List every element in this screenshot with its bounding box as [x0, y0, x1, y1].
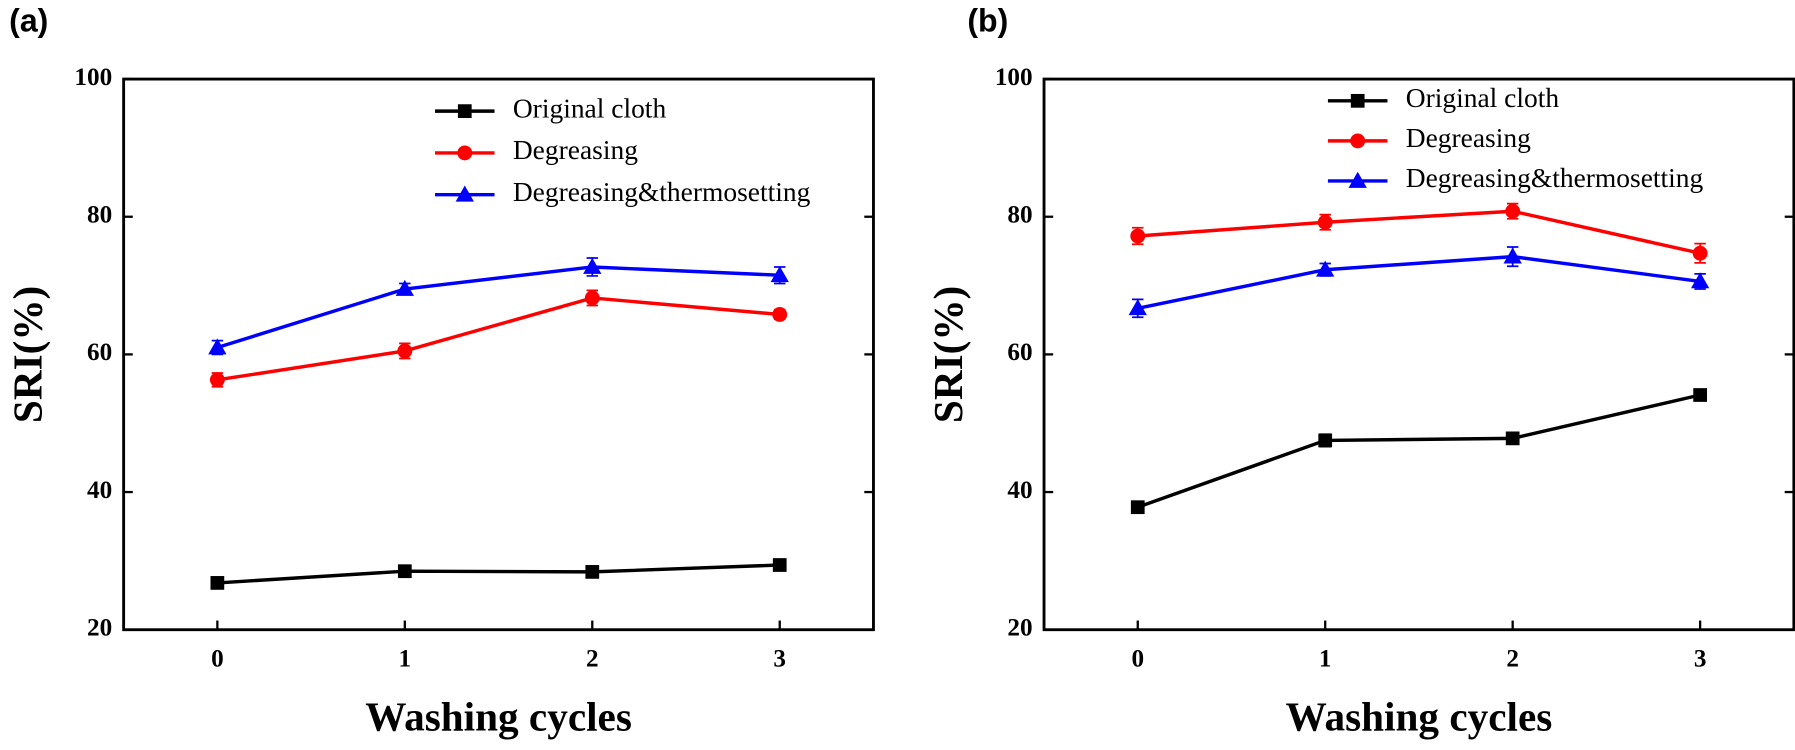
y-tick-label: 80	[1007, 202, 1032, 229]
marker	[1348, 171, 1367, 188]
marker	[210, 576, 225, 590]
marker	[583, 257, 602, 274]
y-tick-label: 20	[1007, 614, 1032, 641]
series-line	[217, 296, 780, 382]
x-tick-label: 2	[1506, 645, 1519, 672]
marker	[1503, 247, 1522, 264]
marker	[1316, 260, 1335, 277]
y-tick-label: 20	[87, 614, 112, 641]
y-tick-label: 60	[87, 339, 112, 366]
x-tick-label: 1	[399, 645, 412, 672]
marker	[770, 266, 789, 283]
y-tick-label: 100	[74, 64, 112, 91]
series-line	[1137, 209, 1701, 255]
marker	[1690, 272, 1710, 289]
x-tick-label: 1	[1319, 645, 1332, 672]
marker	[1693, 388, 1707, 402]
marker	[1505, 431, 1520, 446]
legend-label: Original cloth	[1406, 83, 1560, 113]
marker	[1130, 500, 1145, 515]
plot-frame	[122, 77, 875, 632]
panel-label: (b)	[967, 2, 1008, 38]
panel-label: (a)	[9, 2, 48, 38]
chart: (a) 20 40 60 80 100 0 1 2 3 Washing cycles SRI(%) Or…	[5, 2, 875, 740]
x-axis-label: Washing cycles	[365, 694, 632, 740]
x-axis-label: Washing cycles	[1286, 694, 1553, 740]
x-tick-label: 3	[1694, 645, 1707, 672]
marker	[1318, 433, 1333, 448]
x-tick-label: 0	[1131, 645, 1144, 672]
x-tick-label: 2	[586, 645, 599, 672]
marker	[1130, 228, 1146, 244]
y-axis-label: SRI(%)	[925, 286, 972, 423]
marker	[1350, 93, 1365, 108]
marker	[209, 372, 225, 388]
y-tick-label: 100	[995, 64, 1033, 91]
y-tick-label: 60	[1007, 339, 1032, 366]
y-tick-label: 40	[87, 477, 112, 504]
marker	[585, 565, 600, 579]
x-tick-label: 0	[211, 645, 224, 672]
marker	[395, 279, 414, 296]
legend-label: Degreasing	[513, 135, 638, 165]
y-tick-label: 40	[1007, 477, 1032, 504]
marker	[1692, 245, 1708, 261]
marker	[1317, 214, 1333, 230]
y-axis-label: SRI(%)	[5, 286, 52, 423]
legend-label: Original cloth	[513, 93, 667, 123]
marker	[584, 290, 600, 306]
marker	[455, 185, 474, 202]
marker	[1350, 133, 1366, 149]
legend-label: Degreasing&thermosetting	[513, 177, 811, 207]
marker	[457, 104, 472, 118]
series-line	[216, 265, 780, 350]
marker	[397, 343, 413, 359]
legend-label: Degreasing&thermosetting	[1406, 163, 1704, 193]
legend-label: Degreasing	[1406, 123, 1531, 153]
x-tick-label: 3	[773, 645, 786, 672]
marker	[1505, 203, 1521, 219]
series-line	[1137, 254, 1701, 310]
series-line	[217, 563, 780, 585]
series-line	[1137, 393, 1701, 509]
y-tick-label: 80	[87, 202, 112, 229]
marker	[208, 338, 227, 355]
marker	[457, 145, 473, 161]
plot-frame	[1042, 77, 1795, 632]
marker	[1128, 299, 1147, 316]
marker	[397, 564, 412, 579]
marker	[772, 558, 787, 572]
chart: (b) 20 40 60 80 100 0 1 2 3 Washing cycles SRI(%) Or…	[925, 2, 1795, 740]
marker	[772, 307, 788, 322]
